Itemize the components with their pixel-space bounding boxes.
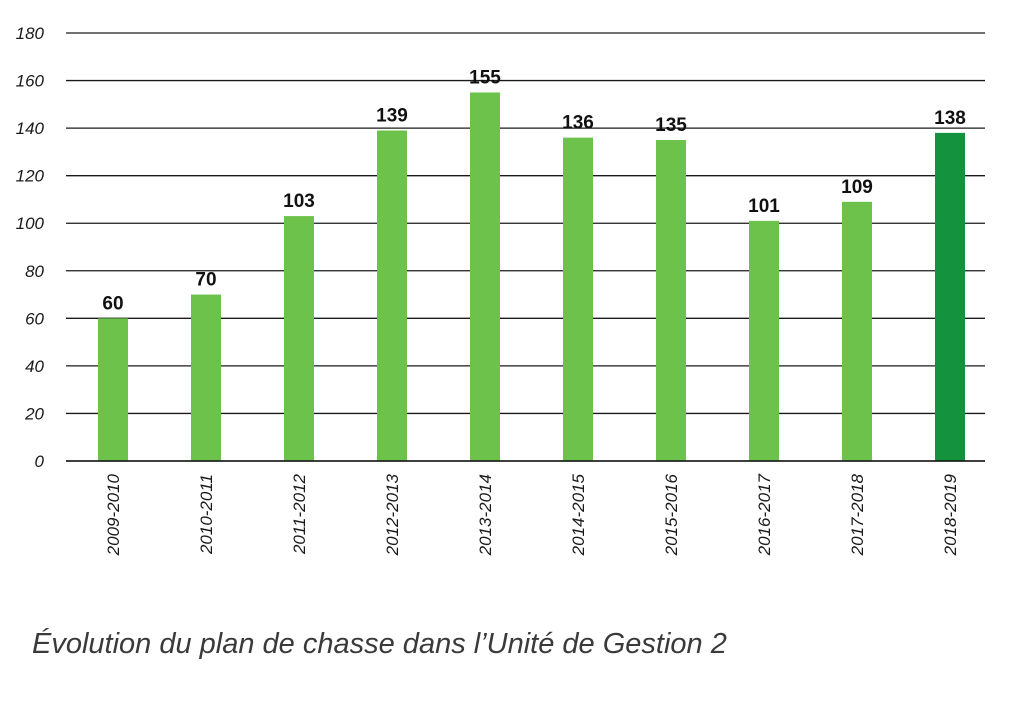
x-tick-label: 2017-2018 bbox=[848, 473, 867, 556]
y-tick-label: 160 bbox=[16, 72, 45, 91]
bar-2014-2015 bbox=[563, 137, 593, 461]
x-tick-label: 2014-2015 bbox=[569, 473, 588, 556]
x-tick-label: 2011-2012 bbox=[290, 473, 309, 555]
bar-2015-2016 bbox=[656, 140, 686, 461]
x-tick-label: 2015-2016 bbox=[662, 473, 681, 556]
data-label: 109 bbox=[841, 177, 873, 198]
bar-2013-2014 bbox=[470, 92, 500, 461]
y-tick-label: 100 bbox=[16, 214, 45, 233]
y-tick-label: 80 bbox=[25, 262, 44, 281]
bar-2018-2019 bbox=[935, 132, 965, 461]
y-tick-label: 120 bbox=[16, 167, 45, 186]
bar-2017-2018 bbox=[842, 201, 872, 462]
bar-2016-2017 bbox=[749, 220, 779, 461]
bar-2012-2013 bbox=[377, 130, 407, 461]
data-label: 101 bbox=[748, 196, 780, 217]
data-label: 136 bbox=[562, 113, 594, 134]
y-tick-label: 60 bbox=[25, 309, 44, 328]
x-tick-label: 2016-2017 bbox=[755, 473, 774, 556]
data-label: 103 bbox=[283, 191, 315, 212]
y-tick-label: 140 bbox=[16, 119, 45, 138]
bar-2011-2012 bbox=[284, 216, 314, 461]
data-label: 138 bbox=[934, 108, 966, 129]
chart-caption: Évolution du plan de chasse dans l’Unité… bbox=[32, 628, 727, 660]
data-label: 155 bbox=[469, 67, 501, 88]
data-label: 60 bbox=[102, 293, 123, 314]
bar-2009-2010 bbox=[98, 318, 128, 461]
y-tick-label: 20 bbox=[24, 404, 44, 423]
x-tick-label: 2012-2013 bbox=[383, 473, 402, 556]
y-tick-label: 40 bbox=[25, 357, 44, 376]
x-tick-label: 2009-2010 bbox=[104, 473, 123, 556]
y-tick-label: 180 bbox=[16, 24, 45, 43]
y-tick-label: 0 bbox=[35, 452, 45, 471]
data-label: 139 bbox=[376, 105, 408, 126]
data-label: 70 bbox=[195, 270, 216, 291]
x-tick-label: 2013-2014 bbox=[476, 474, 495, 556]
bar-2010-2011 bbox=[191, 294, 221, 461]
x-tick-label: 2018-2019 bbox=[941, 473, 960, 556]
data-label: 135 bbox=[655, 115, 687, 136]
x-tick-label: 2010-2011 bbox=[197, 474, 216, 555]
